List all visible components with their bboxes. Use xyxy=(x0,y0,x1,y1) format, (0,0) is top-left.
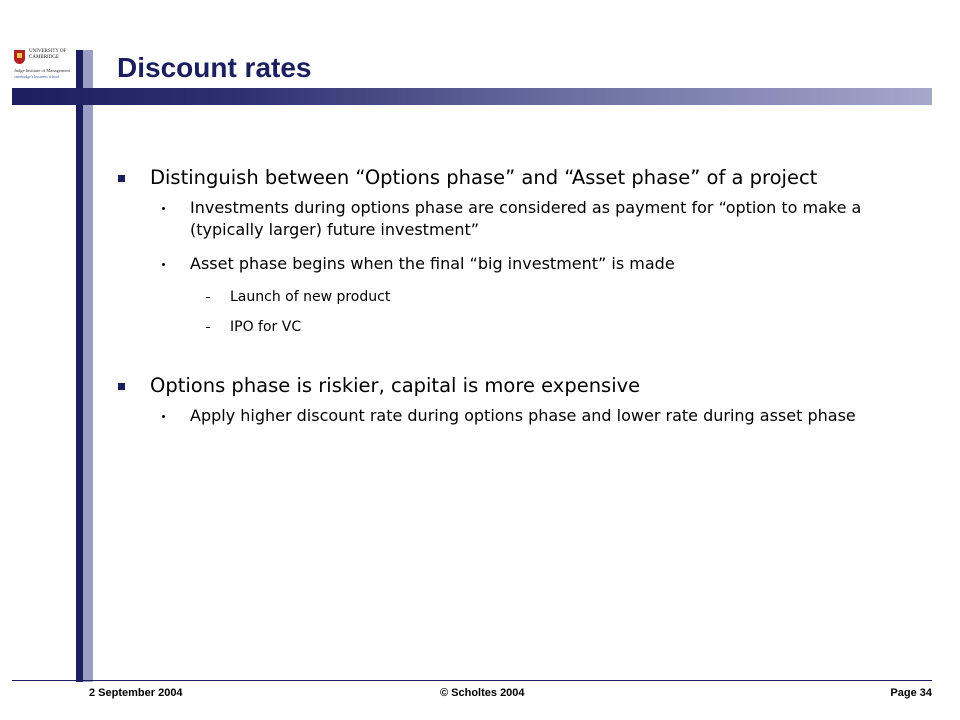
logo-line-2: CAMBRIDGE xyxy=(29,55,60,60)
bullet-level-2: Investments during options phase are con… xyxy=(118,197,918,241)
bullet-level-3: IPO for VC xyxy=(118,317,918,337)
crest-icon xyxy=(14,50,25,64)
vertical-bar-light xyxy=(83,50,93,682)
footer-date: 2 September 2004 xyxy=(89,687,183,699)
bullet-level-2: Asset phase begins when the final “big i… xyxy=(118,253,918,275)
spacer xyxy=(118,347,918,373)
vertical-bar-dark xyxy=(76,50,83,682)
dot-bullet-icon xyxy=(162,207,165,210)
footer-copyright: © Scholtes 2004 xyxy=(440,687,525,699)
bullet-level-1: Distinguish between “Options phase” and … xyxy=(118,165,918,191)
slide-body: Distinguish between “Options phase” and … xyxy=(118,165,918,439)
bullet-level-1: Options phase is riskier, capital is mor… xyxy=(118,373,918,399)
dash-bullet-icon xyxy=(206,297,210,298)
bullet-text: Options phase is riskier, capital is mor… xyxy=(150,374,641,397)
title-underline-bar xyxy=(12,88,932,105)
square-bullet-icon xyxy=(118,383,125,390)
footer-divider xyxy=(12,680,932,681)
university-logo: UNIVERSITY OF CAMBRIDGE Judge Institute … xyxy=(12,48,72,82)
bullet-text: IPO for VC xyxy=(230,319,302,335)
dash-bullet-icon xyxy=(206,327,210,328)
square-bullet-icon xyxy=(118,175,125,182)
dot-bullet-icon xyxy=(162,263,165,266)
bullet-level-3: Launch of new product xyxy=(118,287,918,307)
bullet-text: Launch of new product xyxy=(230,289,391,305)
bullet-text: Asset phase begins when the final “big i… xyxy=(190,254,675,273)
logo-tagline: cambridge's business school xyxy=(14,74,60,79)
slide-title: Discount rates xyxy=(117,52,312,83)
bullet-level-2: Apply higher discount rate during option… xyxy=(118,405,918,427)
logo-subtitle: Judge Institute of Management xyxy=(14,68,70,73)
dot-bullet-icon xyxy=(162,415,165,418)
bullet-text: Distinguish between “Options phase” and … xyxy=(150,166,818,189)
bullet-text: Investments during options phase are con… xyxy=(190,198,862,239)
logo-text: UNIVERSITY OF CAMBRIDGE xyxy=(29,49,66,61)
logo-line-1: UNIVERSITY OF xyxy=(29,49,67,54)
bullet-text: Apply higher discount rate during option… xyxy=(190,406,856,425)
footer-page-number: Page 34 xyxy=(890,687,932,699)
